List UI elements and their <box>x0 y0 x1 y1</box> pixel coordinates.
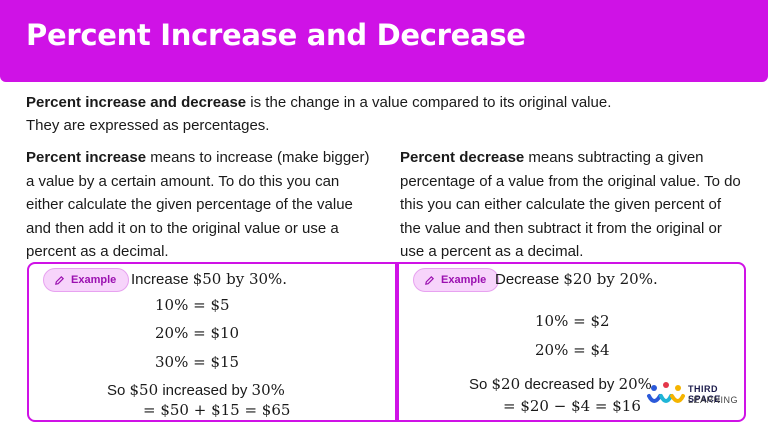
conclusion-line: So $20 decreased by 20% <box>469 375 652 393</box>
decrease-text: means subtracting a given percentage of … <box>400 149 741 260</box>
increase-task: Increase $50 by 30%. <box>131 270 287 288</box>
intro-term: Percent increase and decrease <box>26 94 247 111</box>
intro-line-2: They are expressed as percentages. <box>26 117 270 134</box>
conclusion-line: So $50 increased by 30% <box>107 381 285 399</box>
increase-example-panel: Example Increase $50 by 30%. 10% = $5 20… <box>27 262 397 422</box>
task-verb: Decrease <box>495 271 564 288</box>
decrease-task: Decrease $20 by 20%. <box>495 270 658 288</box>
step-line-3: 30% = $15 <box>155 353 240 371</box>
increase-term: Percent increase <box>26 149 147 166</box>
example-badge: Example <box>43 268 130 292</box>
conclusion-amount: $20 <box>491 375 521 393</box>
title-banner: Percent Increase and Decrease <box>0 0 768 82</box>
step-line-1: 10% = $5 <box>155 296 230 314</box>
conclusion-so: So <box>107 382 130 399</box>
task-math: $20 by 20%. <box>563 270 658 288</box>
pencil-icon <box>55 275 65 285</box>
conclusion-percent: 30% <box>251 381 285 399</box>
result-line: = $20 − $4 = $16 <box>503 397 641 415</box>
percent-increase-definition: Percent increase means to increase (make… <box>26 146 371 264</box>
pencil-icon <box>425 275 435 285</box>
task-math: $50 by 30%. <box>192 270 288 288</box>
logo-icon <box>647 382 685 403</box>
step-line-2: 20% = $10 <box>155 324 240 342</box>
conclusion-verb: decreased by <box>520 376 619 393</box>
conclusion-so: So <box>469 376 492 393</box>
example-badge-label: Example <box>71 274 117 286</box>
logo-text-line-2: LEARNING <box>688 395 739 405</box>
intro-text: is the change in a value compared to its… <box>246 94 612 111</box>
step-line-1: 10% = $2 <box>535 312 610 330</box>
task-verb: Increase <box>131 271 193 288</box>
logo-text-line-1: THIRD SPACE <box>688 384 721 404</box>
decrease-example-panel: Example Decrease $20 by 20%. 10% = $2 20… <box>397 262 746 422</box>
page-title: Percent Increase and Decrease <box>26 18 526 52</box>
step-line-2: 20% = $4 <box>535 341 610 359</box>
intro-paragraph: Percent increase and decrease is the cha… <box>26 91 746 137</box>
decrease-term: Percent decrease <box>400 149 525 166</box>
conclusion-percent: 20% <box>618 375 652 393</box>
conclusion-verb: increased by <box>158 382 252 399</box>
example-badge: Example <box>413 268 500 292</box>
percent-decrease-definition: Percent decrease means subtracting a giv… <box>400 146 745 264</box>
result-line: = $50 + $15 = $65 <box>143 401 291 419</box>
conclusion-amount: $50 <box>129 381 159 399</box>
example-badge-label: Example <box>441 274 487 286</box>
increase-text: means to increase (make bigger) a value … <box>26 149 370 260</box>
third-space-learning-logo: THIRD SPACE LEARNING <box>646 380 746 410</box>
